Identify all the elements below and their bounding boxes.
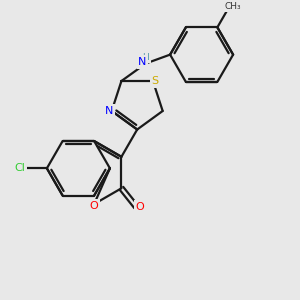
Text: S: S	[152, 76, 159, 86]
Text: N: N	[105, 106, 114, 116]
Text: N: N	[138, 57, 147, 67]
Text: H: H	[142, 52, 149, 62]
Text: CH₃: CH₃	[225, 2, 242, 11]
Text: O: O	[90, 201, 98, 211]
Text: O: O	[135, 202, 144, 212]
Text: Cl: Cl	[14, 163, 25, 173]
